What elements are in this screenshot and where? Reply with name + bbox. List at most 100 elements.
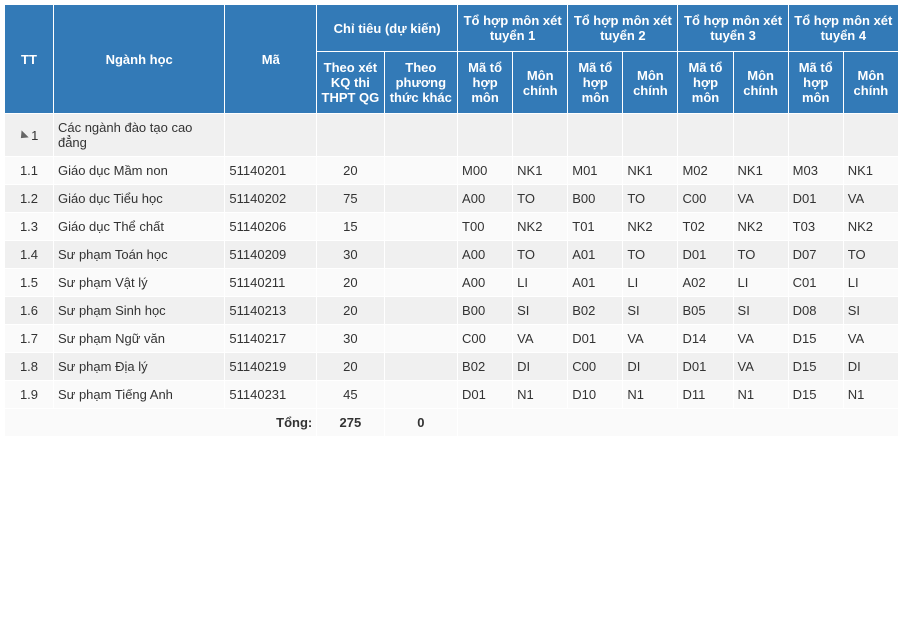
table-row: 1.1Giáo dục Mầm non5114020120M00NK1M01NK…: [5, 157, 899, 185]
cell-c3: N1: [733, 381, 788, 409]
cell-tt: 1.4: [5, 241, 54, 269]
cell-m1: A00: [458, 185, 513, 213]
cell-m2: B02: [568, 297, 623, 325]
col-th3-ma: Mã tổ hợp môn: [678, 52, 733, 114]
cell-nganh: Sư phạm Địa lý: [53, 353, 224, 381]
cell-c4: NK1: [843, 157, 898, 185]
cell-c1: TO: [513, 241, 568, 269]
cell-pt: [384, 157, 457, 185]
col-chitieu-group: Chỉ tiêu (dự kiến): [317, 5, 458, 52]
cell-kq: 75: [317, 185, 384, 213]
col-th3-group: Tổ hợp môn xét tuyển 3: [678, 5, 788, 52]
cell-tt: 1.8: [5, 353, 54, 381]
cell-kq: 15: [317, 213, 384, 241]
group-row[interactable]: 1Các ngành đào tạo cao đẳng: [5, 114, 899, 157]
group-tt[interactable]: 1: [5, 114, 54, 157]
cell-tt: 1.9: [5, 381, 54, 409]
cell-ma: 51140231: [225, 381, 317, 409]
cell-m3: B05: [678, 297, 733, 325]
col-th1-ma: Mã tổ hợp môn: [458, 52, 513, 114]
cell-c2: SI: [623, 297, 678, 325]
cell-m1: D01: [458, 381, 513, 409]
cell-kq: 20: [317, 297, 384, 325]
col-th1-group: Tổ hợp môn xét tuyển 1: [458, 5, 568, 52]
cell-m2: T01: [568, 213, 623, 241]
cell-m4: M03: [788, 157, 843, 185]
cell-pt: [384, 185, 457, 213]
cell-m4: D15: [788, 353, 843, 381]
cell-m4: T03: [788, 213, 843, 241]
table-row: 1.9Sư phạm Tiếng Anh5114023145D01N1D10N1…: [5, 381, 899, 409]
table-row: 1.5Sư phạm Vật lý5114021120A00LIA01LIA02…: [5, 269, 899, 297]
cell-ma: 51140211: [225, 269, 317, 297]
footer-empty: [458, 409, 899, 437]
footer-pt: 0: [384, 409, 457, 437]
col-ma: Mã: [225, 5, 317, 114]
cell-m3: D01: [678, 353, 733, 381]
group-empty: [843, 114, 898, 157]
cell-c1: VA: [513, 325, 568, 353]
cell-ma: 51140213: [225, 297, 317, 325]
cell-ma: 51140202: [225, 185, 317, 213]
group-empty: [384, 114, 457, 157]
cell-tt: 1.3: [5, 213, 54, 241]
table-body: 1Các ngành đào tạo cao đẳng1.1Giáo dục M…: [5, 114, 899, 409]
cell-pt: [384, 325, 457, 353]
cell-m3: C00: [678, 185, 733, 213]
cell-c3: SI: [733, 297, 788, 325]
table-row: 1.7Sư phạm Ngữ văn5114021730C00VAD01VAD1…: [5, 325, 899, 353]
cell-nganh: Sư phạm Toán học: [53, 241, 224, 269]
cell-c3: LI: [733, 269, 788, 297]
cell-pt: [384, 269, 457, 297]
cell-m4: D07: [788, 241, 843, 269]
cell-nganh: Sư phạm Vật lý: [53, 269, 224, 297]
cell-m4: D15: [788, 325, 843, 353]
table-row: 1.6Sư phạm Sinh học5114021320B00SIB02SIB…: [5, 297, 899, 325]
col-th4-mc: Môn chính: [843, 52, 898, 114]
cell-tt: 1.5: [5, 269, 54, 297]
cell-ma: 51140209: [225, 241, 317, 269]
cell-nganh: Sư phạm Sinh học: [53, 297, 224, 325]
cell-m3: A02: [678, 269, 733, 297]
cell-c1: DI: [513, 353, 568, 381]
cell-c4: SI: [843, 297, 898, 325]
cell-tt: 1.1: [5, 157, 54, 185]
table-footer: Tổng: 275 0: [5, 409, 899, 437]
cell-m1: B00: [458, 297, 513, 325]
group-empty: [458, 114, 513, 157]
cell-c2: DI: [623, 353, 678, 381]
group-empty: [623, 114, 678, 157]
cell-c3: VA: [733, 325, 788, 353]
cell-ma: 51140219: [225, 353, 317, 381]
cell-m3: D01: [678, 241, 733, 269]
cell-m2: A01: [568, 241, 623, 269]
col-th1-mc: Môn chính: [513, 52, 568, 114]
cell-m1: A00: [458, 241, 513, 269]
cell-m3: M02: [678, 157, 733, 185]
cell-pt: [384, 213, 457, 241]
cell-m2: A01: [568, 269, 623, 297]
cell-m3: D14: [678, 325, 733, 353]
cell-c4: N1: [843, 381, 898, 409]
admissions-table: TT Ngành học Mã Chỉ tiêu (dự kiến) Tổ hợ…: [4, 4, 899, 437]
cell-nganh: Giáo dục Thể chất: [53, 213, 224, 241]
cell-c3: TO: [733, 241, 788, 269]
col-th4-ma: Mã tổ hợp môn: [788, 52, 843, 114]
col-chitieu-pt: Theo phương thức khác: [384, 52, 457, 114]
col-th2-mc: Môn chính: [623, 52, 678, 114]
cell-m1: A00: [458, 269, 513, 297]
cell-c4: VA: [843, 185, 898, 213]
col-nganh: Ngành học: [53, 5, 224, 114]
group-empty: [513, 114, 568, 157]
cell-pt: [384, 381, 457, 409]
table-header: TT Ngành học Mã Chỉ tiêu (dự kiến) Tổ hợ…: [5, 5, 899, 114]
collapse-icon[interactable]: [17, 130, 28, 141]
cell-c4: LI: [843, 269, 898, 297]
cell-c4: VA: [843, 325, 898, 353]
group-empty: [225, 114, 317, 157]
cell-m4: D01: [788, 185, 843, 213]
cell-c4: NK2: [843, 213, 898, 241]
cell-tt: 1.6: [5, 297, 54, 325]
table-row: 1.3Giáo dục Thể chất5114020615T00NK2T01N…: [5, 213, 899, 241]
cell-c2: NK2: [623, 213, 678, 241]
